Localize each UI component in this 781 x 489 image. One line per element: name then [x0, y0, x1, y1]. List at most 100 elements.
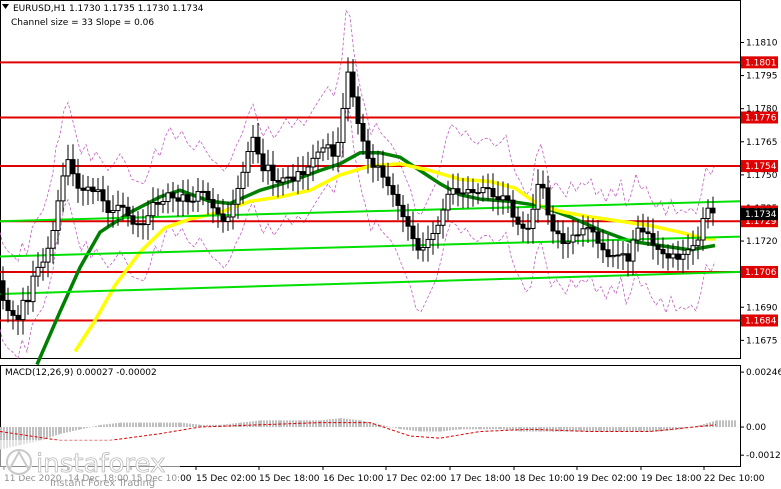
candle-body — [170, 192, 176, 199]
macd-histogram-bar — [443, 427, 445, 432]
candle-body — [240, 171, 246, 189]
macd-histogram-bar — [509, 427, 511, 431]
candle-body — [645, 231, 651, 235]
candle-body — [590, 226, 596, 233]
dropdown-triangle-icon[interactable] — [2, 4, 9, 9]
macd-histogram-bar — [734, 420, 736, 428]
time-tick-label: 15 Dec 18:00 — [259, 474, 320, 484]
candle — [315, 140, 321, 171]
macd-histogram-bar — [663, 427, 665, 432]
macd-histogram-bar — [655, 427, 657, 432]
candle-body — [360, 123, 366, 142]
candle — [60, 162, 66, 213]
macd-histogram-bar — [646, 427, 648, 432]
macd-histogram-bar — [286, 420, 288, 428]
macd-histogram-bar — [698, 425, 700, 428]
macd-histogram-bar — [292, 420, 294, 428]
macd-tick-label: -0.00126 — [746, 451, 781, 461]
candle-body — [225, 216, 231, 222]
candle — [545, 175, 551, 225]
candle-body — [25, 299, 31, 303]
candle — [200, 180, 206, 206]
candle — [680, 239, 686, 274]
candle-body — [505, 195, 511, 201]
level-tag-label: 1.1776 — [745, 113, 777, 123]
candle — [110, 195, 116, 228]
time-tick-label: 18 Dec 10:00 — [514, 474, 575, 484]
candle — [690, 230, 696, 265]
candle — [585, 216, 591, 243]
macd-histogram-bar — [75, 427, 77, 431]
candle — [500, 181, 506, 215]
candle-body — [685, 249, 691, 255]
macd-histogram-bar — [143, 422, 145, 428]
candle — [15, 305, 21, 335]
candle-body — [560, 233, 566, 244]
macd-histogram-bar — [269, 420, 271, 428]
macd-histogram-bar — [206, 424, 208, 428]
macd-histogram-bar — [315, 420, 317, 428]
level-tag-label: 1.1684 — [745, 316, 777, 326]
candle-body — [165, 192, 171, 203]
macd-histogram-bar — [263, 420, 265, 428]
candle — [425, 225, 431, 262]
candle — [635, 215, 641, 252]
macd-histogram-bar — [640, 427, 642, 432]
macd-histogram-bar — [198, 424, 200, 428]
macd-histogram-bar — [109, 423, 111, 428]
macd-histogram-bar — [498, 427, 500, 430]
candle-body — [375, 165, 381, 168]
macd-histogram-bar — [66, 427, 68, 433]
candle — [120, 192, 126, 221]
macd-histogram-bar — [555, 427, 557, 432]
candle — [705, 199, 711, 229]
candle-body — [265, 164, 271, 172]
candle — [65, 144, 71, 186]
candle-body — [620, 253, 626, 256]
macd-histogram-bar — [252, 421, 254, 428]
candle — [260, 138, 266, 183]
price-tag-label: 1.1734 — [745, 210, 777, 220]
candle — [50, 221, 56, 264]
macd-histogram-bar — [438, 427, 440, 432]
macd-histogram-bar — [652, 427, 654, 432]
candle-body — [300, 171, 306, 176]
price-tick-label: 1.1750 — [746, 171, 778, 181]
candle-body — [615, 254, 621, 257]
macd-histogram-bar — [629, 427, 631, 432]
candle-body — [105, 200, 111, 213]
candle — [45, 236, 51, 278]
candle — [175, 184, 181, 217]
macd-histogram-bar — [460, 427, 462, 430]
macd-histogram-bar — [383, 425, 385, 428]
candle — [310, 144, 316, 182]
macd-histogram-bar — [429, 427, 431, 432]
macd-histogram-bar — [60, 427, 62, 434]
candle — [435, 216, 441, 249]
macd-histogram-bar — [603, 427, 605, 432]
macd-histogram-bar — [472, 427, 474, 430]
macd-histogram-bar — [649, 427, 651, 432]
candle-body — [280, 177, 286, 183]
candle — [85, 176, 91, 205]
candle-body — [175, 197, 181, 202]
macd-histogram-bar — [463, 427, 465, 430]
candle-body — [640, 227, 646, 233]
candle — [460, 178, 466, 209]
macd-histogram-bar — [598, 427, 600, 432]
watermark-text: instaforex — [36, 449, 165, 479]
candle-body — [230, 203, 236, 218]
candle-body — [575, 234, 581, 237]
candle-body — [695, 239, 701, 247]
macd-histogram-bar — [238, 422, 240, 428]
macd-histogram-bar — [375, 423, 377, 428]
macd-histogram-bar — [409, 427, 411, 431]
candle-body — [235, 187, 241, 205]
candle-body — [550, 214, 556, 232]
macd-histogram-bar — [731, 420, 733, 428]
macd-histogram-bar — [638, 427, 640, 432]
macd-histogram-bar — [363, 421, 365, 428]
candle-body — [530, 208, 536, 229]
candle-body — [120, 204, 126, 208]
macd-histogram-bar — [306, 420, 308, 428]
